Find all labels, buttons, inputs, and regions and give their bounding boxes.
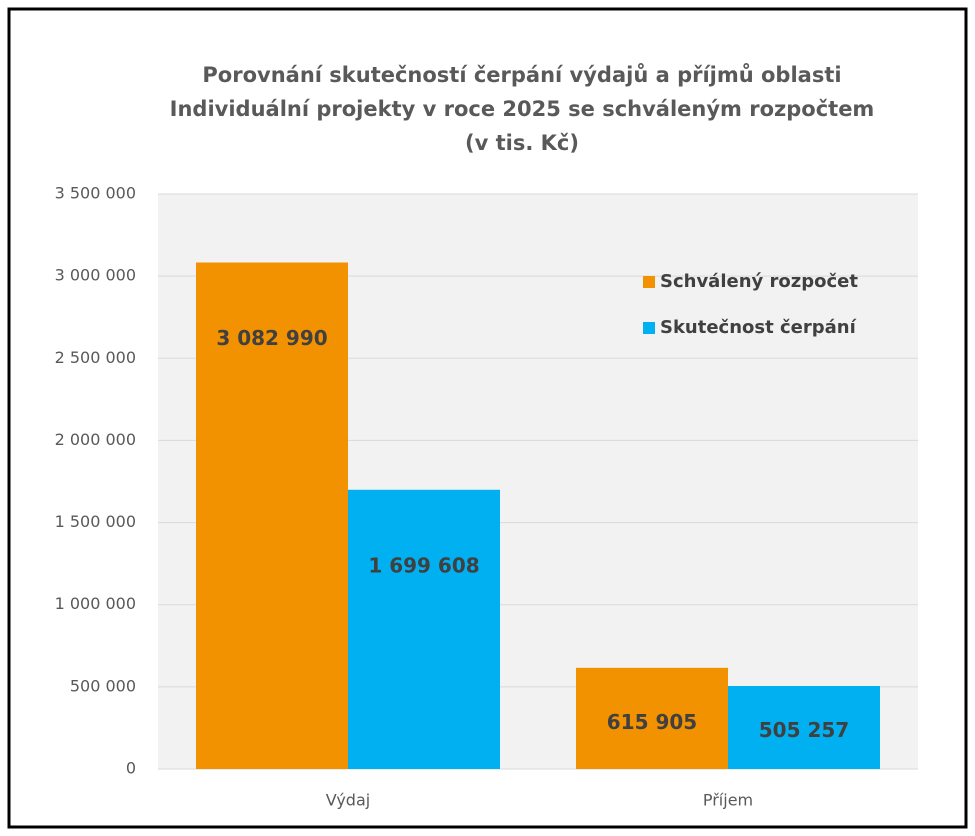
bar xyxy=(576,667,728,769)
y-tick-label: 500 000 xyxy=(70,676,136,695)
legend-swatch xyxy=(643,276,655,288)
chart-title: Individuální projekty v roce 2025 se sch… xyxy=(170,97,875,121)
x-tick-label: Příjem xyxy=(703,791,753,810)
value-label: 3 082 990 xyxy=(216,326,327,350)
bar xyxy=(728,685,880,769)
chart-title: (v tis. Kč) xyxy=(465,131,579,155)
x-tick-label: Výdaj xyxy=(326,791,370,810)
y-tick-label: 2 000 000 xyxy=(55,430,136,449)
y-tick-label: 3 500 000 xyxy=(55,184,136,203)
value-label: 505 257 xyxy=(759,718,849,742)
value-label: 615 905 xyxy=(607,710,697,734)
bar xyxy=(196,262,348,769)
legend-swatch xyxy=(643,322,655,334)
y-tick-label: 0 xyxy=(126,759,136,778)
y-tick-label: 1 000 000 xyxy=(55,594,136,613)
chart-title: Porovnání skutečností čerpání výdajů a p… xyxy=(202,63,841,87)
legend-label: Schválený rozpočet xyxy=(660,271,858,292)
y-tick-label: 1 500 000 xyxy=(55,512,136,531)
legend-label: Skutečnost čerpání xyxy=(660,317,857,338)
bar xyxy=(348,489,500,769)
value-label: 1 699 608 xyxy=(368,553,479,577)
y-tick-label: 3 000 000 xyxy=(55,266,136,285)
y-tick-label: 2 500 000 xyxy=(55,348,136,367)
